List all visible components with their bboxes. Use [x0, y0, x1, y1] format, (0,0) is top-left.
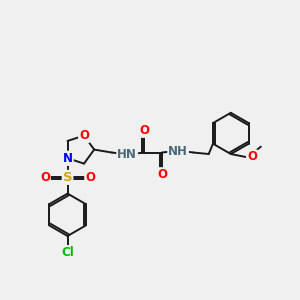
Text: O: O: [40, 171, 50, 184]
Text: N: N: [63, 152, 73, 165]
Text: O: O: [247, 151, 257, 164]
Text: O: O: [85, 171, 95, 184]
Text: Cl: Cl: [61, 246, 74, 259]
Text: HN: HN: [117, 148, 137, 160]
Text: O: O: [157, 168, 167, 181]
Text: O: O: [79, 129, 89, 142]
Text: O: O: [139, 124, 149, 137]
Text: N: N: [63, 152, 73, 165]
Text: NH: NH: [168, 145, 188, 158]
Text: S: S: [63, 171, 72, 184]
